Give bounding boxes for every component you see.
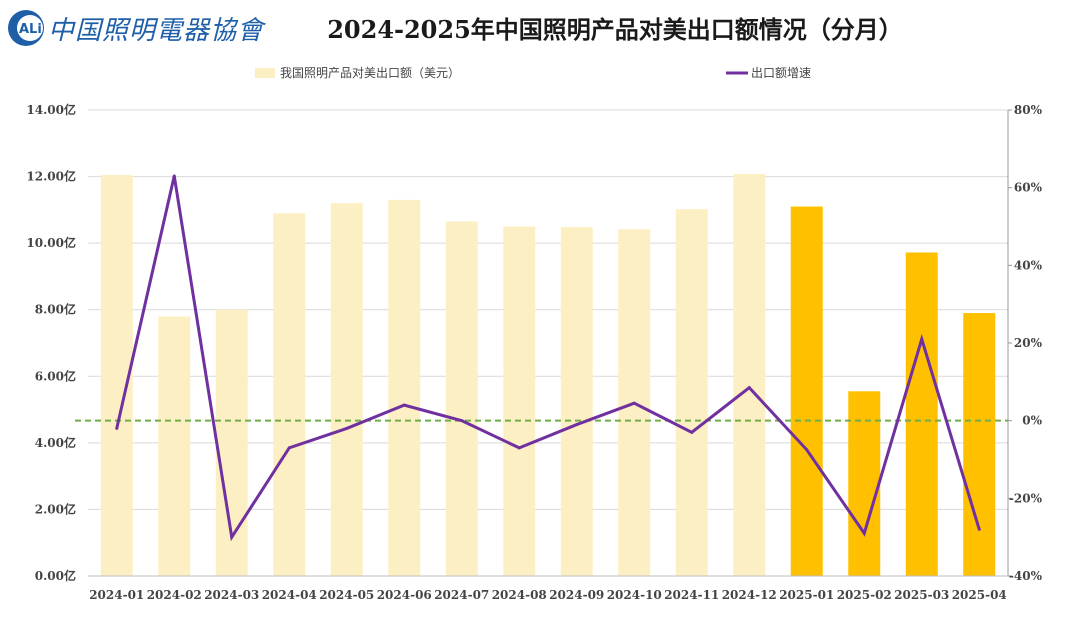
y-right-tick-label: 40%: [1014, 258, 1043, 272]
x-tick-label: 2024-02: [147, 588, 202, 602]
growth-rate-point: [172, 174, 176, 178]
axis-layer: 0.00亿 2.00亿 4.00亿 6.00亿 8.00亿 10.00亿 12.00亿 14.…: [26, 102, 1042, 602]
logo-mark-icon: ALi: [8, 10, 44, 46]
growth-rate-point: [690, 430, 694, 434]
y-right-tick-label: 0%: [1022, 414, 1042, 428]
legend: 我国照明产品对美出口额（美元） 出口额增速: [255, 66, 811, 80]
growth-rate-point: [460, 419, 464, 423]
y-left-tick-label: 14.00亿: [26, 102, 76, 117]
bar: [158, 316, 191, 576]
growth-rate-point: [805, 448, 809, 452]
x-tick-label: 2024-10: [607, 588, 662, 602]
x-tick-label: 2025-01: [779, 588, 834, 602]
bar: [733, 173, 766, 576]
logo-mark-text: ALi: [19, 22, 42, 37]
y-left-tick-label: 4.00亿: [35, 435, 76, 450]
growth-rate-point: [575, 423, 579, 427]
y-left-tick-label: 2.00亿: [35, 501, 76, 516]
x-tick-label: 2024-12: [722, 588, 777, 602]
bar: [848, 391, 881, 576]
x-tick-label: 2024-11: [664, 588, 719, 602]
growth-rate-point: [230, 535, 234, 539]
x-tick-label: 2024-08: [492, 588, 547, 602]
x-tick-label: 2024-07: [434, 588, 489, 602]
line-layer: [115, 174, 981, 542]
growth-rate-point: [920, 337, 924, 341]
legend-bar-label: 我国照明产品对美出口额（美元）: [280, 66, 460, 80]
growth-rate-point: [747, 386, 751, 390]
x-tick-label: 2024-05: [319, 588, 374, 602]
logo-text: 中国照明電器協會: [48, 15, 265, 46]
x-tick-label: 2024-04: [262, 588, 317, 602]
x-tick-label: 2024-01: [89, 588, 144, 602]
bar: [675, 209, 708, 577]
y-left-tick-label: 12.00亿: [26, 169, 76, 184]
logo: ALi 中国照明電器協會: [6, 8, 264, 48]
growth-rate-point: [517, 446, 521, 450]
y-right-tick-label: -40%: [1009, 569, 1043, 583]
growth-rate-point: [345, 426, 349, 430]
y-left-tick-label: 8.00亿: [35, 302, 76, 317]
growth-rate-line: [115, 175, 981, 542]
growth-rate-point: [977, 527, 981, 531]
y-left-tick-label: 10.00亿: [26, 235, 76, 250]
legend-bar-swatch: [255, 68, 275, 78]
y-right-tick-label: 20%: [1014, 336, 1043, 350]
bar: [388, 199, 421, 576]
y-right-tick-label: 60%: [1014, 181, 1043, 195]
bar: [963, 313, 996, 576]
x-tick-label: 2025-03: [894, 588, 949, 602]
x-tick-label: 2025-02: [837, 588, 892, 602]
growth-rate-point: [287, 446, 291, 450]
growth-rate-point: [632, 401, 636, 405]
x-tick-label: 2024-09: [549, 588, 604, 602]
bar: [273, 213, 306, 576]
x-tick-label: 2024-03: [204, 588, 259, 602]
y-right-tick-label: 80%: [1014, 103, 1043, 117]
chart-title: 2024-2025年中国照明产品对美出口额情况（分月）: [327, 15, 903, 44]
growth-rate-point: [402, 403, 406, 407]
bar: [905, 252, 938, 576]
bar: [560, 227, 593, 576]
x-tick-label: 2024-06: [377, 588, 432, 602]
growth-rate-point: [115, 426, 119, 430]
legend-line-label: 出口额增速: [751, 66, 811, 80]
y-left-tick-label: 0.00亿: [35, 568, 76, 583]
y-left-tick-label: 6.00亿: [35, 368, 76, 383]
bar-layer: [100, 173, 996, 577]
bar: [445, 221, 478, 576]
y-right-tick-label: -20%: [1009, 491, 1043, 505]
growth-rate-point: [862, 531, 866, 535]
bar: [503, 226, 536, 576]
x-tick-label: 2025-04: [952, 588, 1007, 602]
bar: [790, 206, 823, 576]
bar: [330, 203, 363, 576]
